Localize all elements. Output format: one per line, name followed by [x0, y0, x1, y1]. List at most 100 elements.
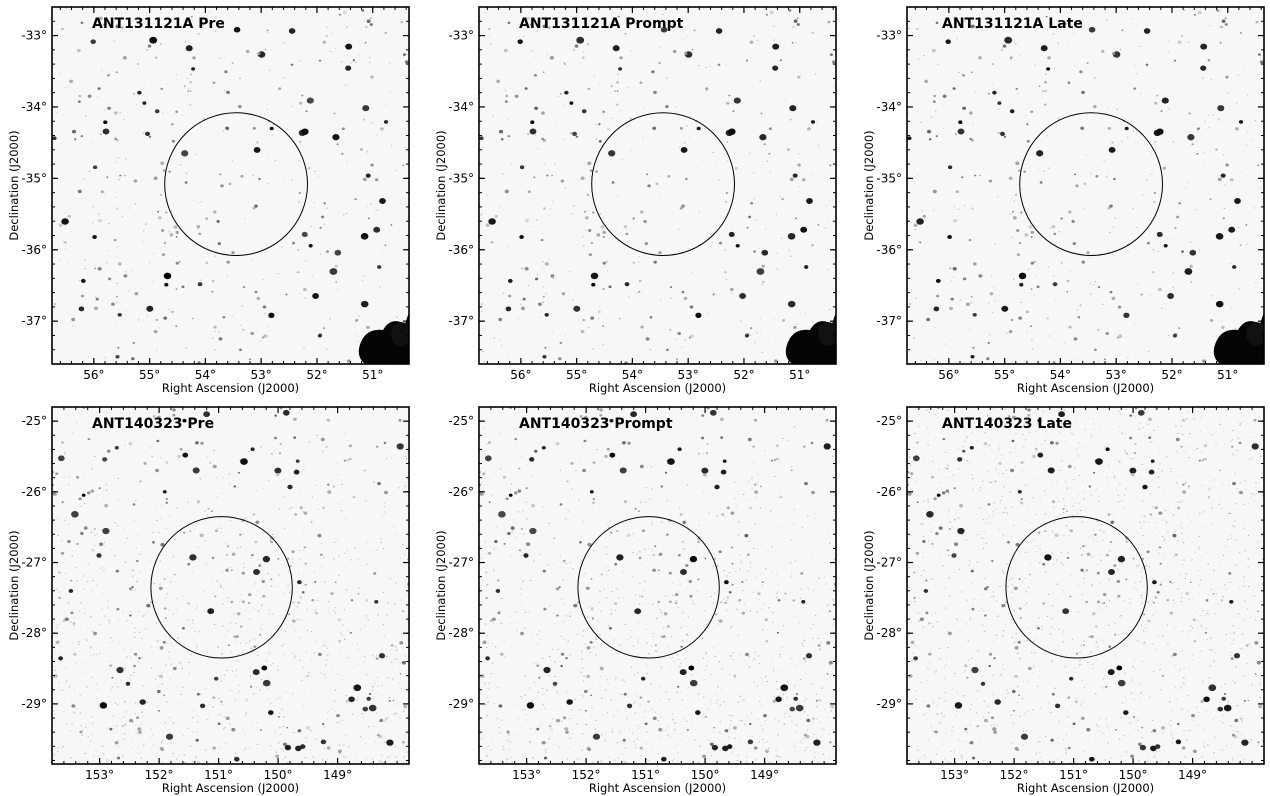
ra-tick-label: 54° — [622, 368, 643, 382]
ra-tick-label: 53° — [678, 368, 699, 382]
dec-tick-label: -29° — [21, 697, 47, 711]
plot-frame — [478, 6, 837, 365]
ra-tick-label: 151° — [631, 768, 660, 782]
ra-tick-label: 53° — [251, 368, 272, 382]
dec-tick-label: -26° — [876, 485, 902, 499]
dec-tick-label: -29° — [448, 697, 474, 711]
ra-tick-label: 51° — [789, 368, 810, 382]
star-field — [52, 407, 409, 764]
dec-tick-label: -35° — [21, 171, 47, 185]
star-field — [479, 407, 836, 764]
dec-tick-label: -34° — [21, 100, 47, 114]
dec-tick-label: -36° — [876, 243, 902, 257]
star-field — [52, 7, 409, 364]
ra-tick-label: 150° — [691, 768, 720, 782]
ra-tick-label: 152° — [145, 768, 174, 782]
dec-tick-label: -36° — [21, 243, 47, 257]
panel-ant140323-prompt: 153° 152° 151° 150° 149° -25° -26° -27° -28° -29°… — [434, 406, 837, 795]
sky-image — [907, 407, 1264, 764]
ra-tick-label: 51° — [362, 368, 383, 382]
ra-tick-label: 149° — [1178, 768, 1207, 782]
dec-tick-label: -25° — [21, 414, 47, 428]
x-axis-label: Right Ascension (J2000) — [162, 381, 299, 395]
panel-title: ANT140323 Prompt — [519, 416, 673, 432]
sky-image — [52, 407, 409, 764]
ra-tick-label: 54° — [195, 368, 216, 382]
ra-tick-label: 55° — [994, 368, 1015, 382]
dec-tick-label: -28° — [876, 626, 902, 640]
x-axis-label: Right Ascension (J2000) — [589, 381, 726, 395]
dec-tick-label: -34° — [448, 100, 474, 114]
dec-tick-label: -25° — [448, 414, 474, 428]
ra-tick-label: 55° — [566, 368, 587, 382]
dec-tick-label: -29° — [876, 697, 902, 711]
ra-tick-label: 54° — [1050, 368, 1071, 382]
y-axis-label: Declination (J2000) — [434, 130, 448, 240]
star-field — [907, 407, 1264, 764]
panel-title: ANT131121A Late — [942, 16, 1083, 32]
x-axis-label: Right Ascension (J2000) — [1017, 781, 1154, 795]
panel-title: ANT131121A Pre — [92, 16, 225, 32]
dec-tick-label: -36° — [448, 243, 474, 257]
ra-tick-label: 53° — [1106, 368, 1127, 382]
sky-image — [907, 7, 1264, 364]
ra-tick-label: 150° — [1119, 768, 1148, 782]
ra-tick-label: 52° — [1161, 368, 1182, 382]
y-axis-label: Declination (J2000) — [862, 530, 876, 640]
ra-tick-label: 56° — [83, 368, 104, 382]
sky-image — [52, 7, 409, 364]
ra-tick-label: 151° — [204, 768, 233, 782]
dec-tick-label: -34° — [876, 100, 902, 114]
dec-tick-label: -33° — [21, 29, 47, 43]
ra-tick-label: 55° — [139, 368, 160, 382]
panel-title: ANT131121A Prompt — [519, 16, 684, 32]
error-circle — [164, 112, 309, 257]
panel-ant131121a-pre: 56° 55° 54° 53° 52° 51° -33° -34° -35° -36° -37° AN… — [7, 6, 410, 395]
ra-tick-label: 153° — [940, 768, 969, 782]
dec-tick-label: -27° — [21, 556, 47, 570]
dec-tick-label: -26° — [21, 485, 47, 499]
error-circle — [577, 516, 720, 659]
panel-ant140323-pre: 153° 152° 151° 150° 149° -25° -26° -27° -28° -29°… — [7, 406, 410, 795]
dec-tick-label: -27° — [448, 556, 474, 570]
panel-title: ANT140323 Late — [942, 416, 1072, 432]
ra-tick-label: 152° — [1000, 768, 1029, 782]
dec-tick-label: -33° — [448, 29, 474, 43]
ra-tick-label: 51° — [1217, 368, 1238, 382]
error-circle — [1019, 112, 1163, 257]
sky-image — [479, 407, 836, 764]
dec-tick-label: -33° — [876, 29, 902, 43]
y-axis-label: Declination (J2000) — [862, 130, 876, 240]
y-axis-label: Declination (J2000) — [434, 530, 448, 640]
dec-tick-label: -28° — [448, 626, 474, 640]
ra-tick-label: 56° — [510, 368, 531, 382]
plot-frame — [906, 6, 1265, 365]
ra-tick-label: 151° — [1059, 768, 1088, 782]
ra-tick-label: 52° — [733, 368, 754, 382]
error-circle — [591, 112, 735, 257]
star-field — [479, 7, 836, 364]
ra-tick-label: 56° — [938, 368, 959, 382]
panel-title: ANT140323 Pre — [92, 416, 214, 432]
panel-ant131121a-prompt: 56° 55° 54° 53° 52° 51° -33° -34° -35° -36° -37° AN… — [434, 6, 837, 395]
error-circle — [1005, 516, 1148, 659]
ra-tick-label: 152° — [572, 768, 601, 782]
x-axis-label: Right Ascension (J2000) — [1017, 381, 1154, 395]
ra-tick-label: 150° — [264, 768, 293, 782]
star-field — [907, 8, 1264, 364]
ra-tick-label: 52° — [306, 368, 327, 382]
panel-ant140323-late: 153° 152° 151° 150° 149° -25° -26° -27° -28° -29°… — [862, 406, 1265, 795]
ra-tick-label: 149° — [750, 768, 779, 782]
panel-ant131121a-late: 56° 55° 54° 53° 52° 51° -33° -34° -35° -36° -37° AN… — [862, 6, 1265, 395]
y-axis-label: Declination (J2000) — [7, 530, 21, 640]
dec-tick-label: -37° — [876, 314, 902, 328]
dec-tick-label: -35° — [876, 171, 902, 185]
dec-tick-label: -26° — [448, 485, 474, 499]
dec-tick-label: -37° — [21, 314, 47, 328]
ra-tick-label: 149° — [323, 768, 352, 782]
error-circle — [150, 516, 293, 659]
ra-tick-label: 153° — [512, 768, 541, 782]
y-axis-label: Declination (J2000) — [7, 130, 21, 240]
dec-tick-label: -27° — [876, 556, 902, 570]
